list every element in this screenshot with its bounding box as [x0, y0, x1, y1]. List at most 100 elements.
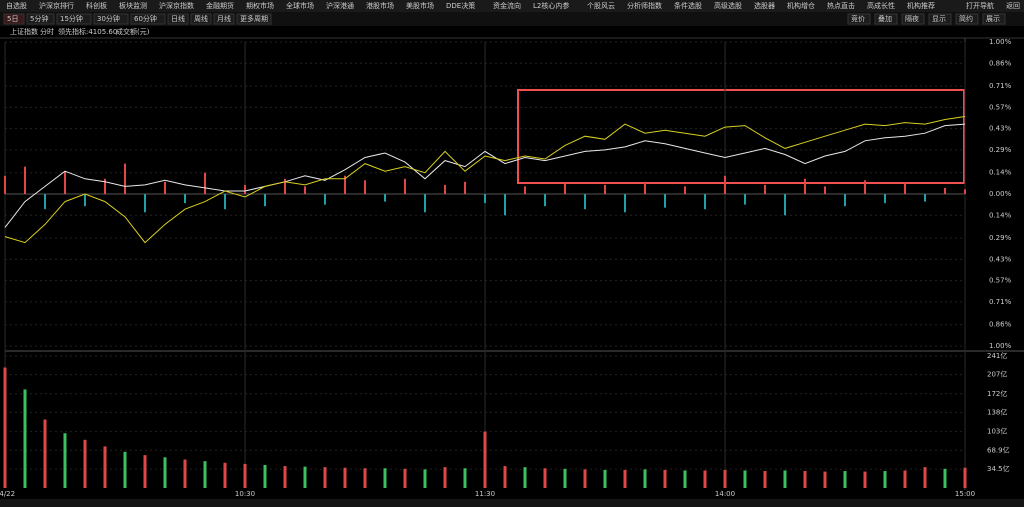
- indicator-bar: [764, 184, 766, 194]
- volume-title: 成交额(元): [116, 27, 150, 36]
- toolbar-button-label[interactable]: 60分钟: [134, 14, 157, 23]
- tool-button-label[interactable]: 隔夜: [905, 14, 919, 23]
- toolbar-button[interactable]: [56, 13, 92, 25]
- indicator-bar: [684, 186, 686, 194]
- volume-bar: [703, 470, 707, 488]
- volume-bar: [643, 469, 647, 488]
- indicator-bar: [784, 194, 786, 216]
- y-tick-label: 138亿: [987, 407, 1007, 416]
- toolbar-button-label[interactable]: 月线: [217, 14, 231, 23]
- menu-item[interactable]: 期权市场: [246, 1, 274, 10]
- y-tick-label: 207亿: [987, 370, 1007, 379]
- indicator-bar: [604, 184, 606, 194]
- tool-button[interactable]: [928, 13, 952, 25]
- toolbar-button[interactable]: [167, 13, 189, 25]
- menu-item[interactable]: 打开导航: [966, 1, 994, 10]
- toolbar-button[interactable]: [213, 13, 235, 25]
- toolbar-button-label[interactable]: 5日: [7, 15, 18, 23]
- volume-bar: [963, 467, 967, 488]
- tool-button-label[interactable]: 竞价: [851, 14, 865, 23]
- menu-item[interactable]: 分析师指数: [627, 1, 662, 10]
- tool-button[interactable]: [955, 13, 979, 25]
- menu-item[interactable]: DDE决策: [446, 1, 475, 10]
- toolbar-button-label[interactable]: 5分钟: [30, 14, 48, 23]
- indicator-bar: [824, 186, 826, 194]
- volume-bar: [743, 470, 747, 488]
- tool-button[interactable]: [901, 13, 925, 25]
- x-tick-label: 15:00: [955, 490, 975, 498]
- volume-bar: [423, 469, 427, 488]
- indicator-bar: [564, 183, 566, 194]
- volume-bar: [883, 471, 887, 488]
- indicator-bar: [724, 175, 726, 194]
- menu-item[interactable]: 科创板: [86, 1, 107, 10]
- volume-bar: [23, 389, 27, 488]
- toolbar-button[interactable]: [130, 13, 166, 25]
- menu-item[interactable]: 热点直击: [827, 1, 855, 10]
- menu-item[interactable]: 返回: [1006, 2, 1020, 10]
- tool-button[interactable]: [982, 13, 1006, 25]
- menu-item[interactable]: 金融期货: [206, 1, 234, 10]
- menu-item[interactable]: 全球市场: [286, 1, 314, 10]
- menu-item[interactable]: 港股市场: [366, 1, 394, 10]
- volume-bar: [543, 468, 547, 488]
- indicator-bar: [344, 175, 346, 194]
- indicator-bar: [164, 181, 166, 194]
- indicator-bar: [644, 181, 646, 194]
- menu-item[interactable]: 板块监测: [119, 1, 147, 10]
- toolbar-button[interactable]: [190, 13, 212, 25]
- menu-item[interactable]: 资金流向: [493, 1, 521, 10]
- menu-item[interactable]: 自选股: [6, 1, 27, 10]
- volume-bar: [83, 439, 87, 488]
- tool-button-label[interactable]: 展示: [986, 15, 1000, 23]
- toolbar-button[interactable]: [93, 13, 129, 25]
- toolbar-button-label[interactable]: 30分钟: [97, 14, 120, 23]
- menu-item[interactable]: L2核心内参: [533, 1, 569, 10]
- volume-bar: [783, 470, 787, 488]
- volume-bar: [343, 467, 347, 488]
- menu-item[interactable]: 沪深京排行: [39, 1, 74, 10]
- menu-item[interactable]: 高成长性: [867, 1, 895, 10]
- indicator-bar: [844, 194, 846, 207]
- toolbar-button[interactable]: [236, 13, 272, 25]
- menu-item[interactable]: 机构增仓: [787, 1, 815, 10]
- menu-item[interactable]: 沪深京指数: [159, 1, 194, 10]
- x-tick-label: 04/22: [0, 490, 15, 498]
- indicator-bar: [264, 194, 266, 207]
- volume-bar: [603, 469, 607, 488]
- volume-bar: [803, 471, 807, 488]
- menu-item[interactable]: 高级选股: [714, 1, 742, 10]
- y-tick-label: 0.57%: [989, 103, 1012, 111]
- y-tick-label: 1.00%: [989, 38, 1012, 46]
- toolbar-button[interactable]: [26, 13, 55, 25]
- y-tick-label: 0.29%: [989, 146, 1012, 154]
- menu-item[interactable]: 条件选股: [674, 1, 702, 10]
- toolbar-button-label[interactable]: 日线: [171, 14, 185, 23]
- y-tick-label: 34.5亿: [987, 464, 1010, 473]
- volume-bar: [903, 470, 907, 488]
- tool-button-label[interactable]: 显示: [932, 15, 946, 23]
- toolbar-button-label[interactable]: 15分钟: [60, 14, 83, 23]
- menu-item[interactable]: 美股市场: [406, 1, 434, 10]
- indicator-bar: [864, 180, 866, 194]
- toolbar-button-label[interactable]: 周线: [194, 14, 208, 23]
- menu-item[interactable]: 机构推荐: [907, 1, 935, 10]
- tool-button[interactable]: [874, 13, 898, 25]
- y-tick-label: 0.43%: [989, 255, 1012, 263]
- y-tick-label: 0.71%: [989, 298, 1012, 306]
- tool-button[interactable]: [847, 13, 871, 25]
- volume-bar: [563, 468, 567, 488]
- indicator-bar: [284, 178, 286, 194]
- menu-item[interactable]: 选股器: [754, 1, 775, 10]
- toolbar-button[interactable]: [3, 13, 25, 25]
- annotation: 领先指标:4105.60: [58, 27, 117, 36]
- toolbar-button-label[interactable]: 更多周期: [240, 14, 268, 23]
- volume-bar: [43, 419, 47, 488]
- menu-item[interactable]: 沪深港通: [326, 1, 354, 10]
- y-tick-label: 0.00%: [989, 190, 1012, 198]
- indicator-bar: [64, 171, 66, 194]
- y-tick-label: 0.14%: [989, 211, 1012, 219]
- tool-button-label[interactable]: 叠加: [878, 14, 892, 23]
- menu-item[interactable]: 个股风云: [587, 2, 615, 10]
- tool-button-label[interactable]: 简约: [959, 14, 973, 23]
